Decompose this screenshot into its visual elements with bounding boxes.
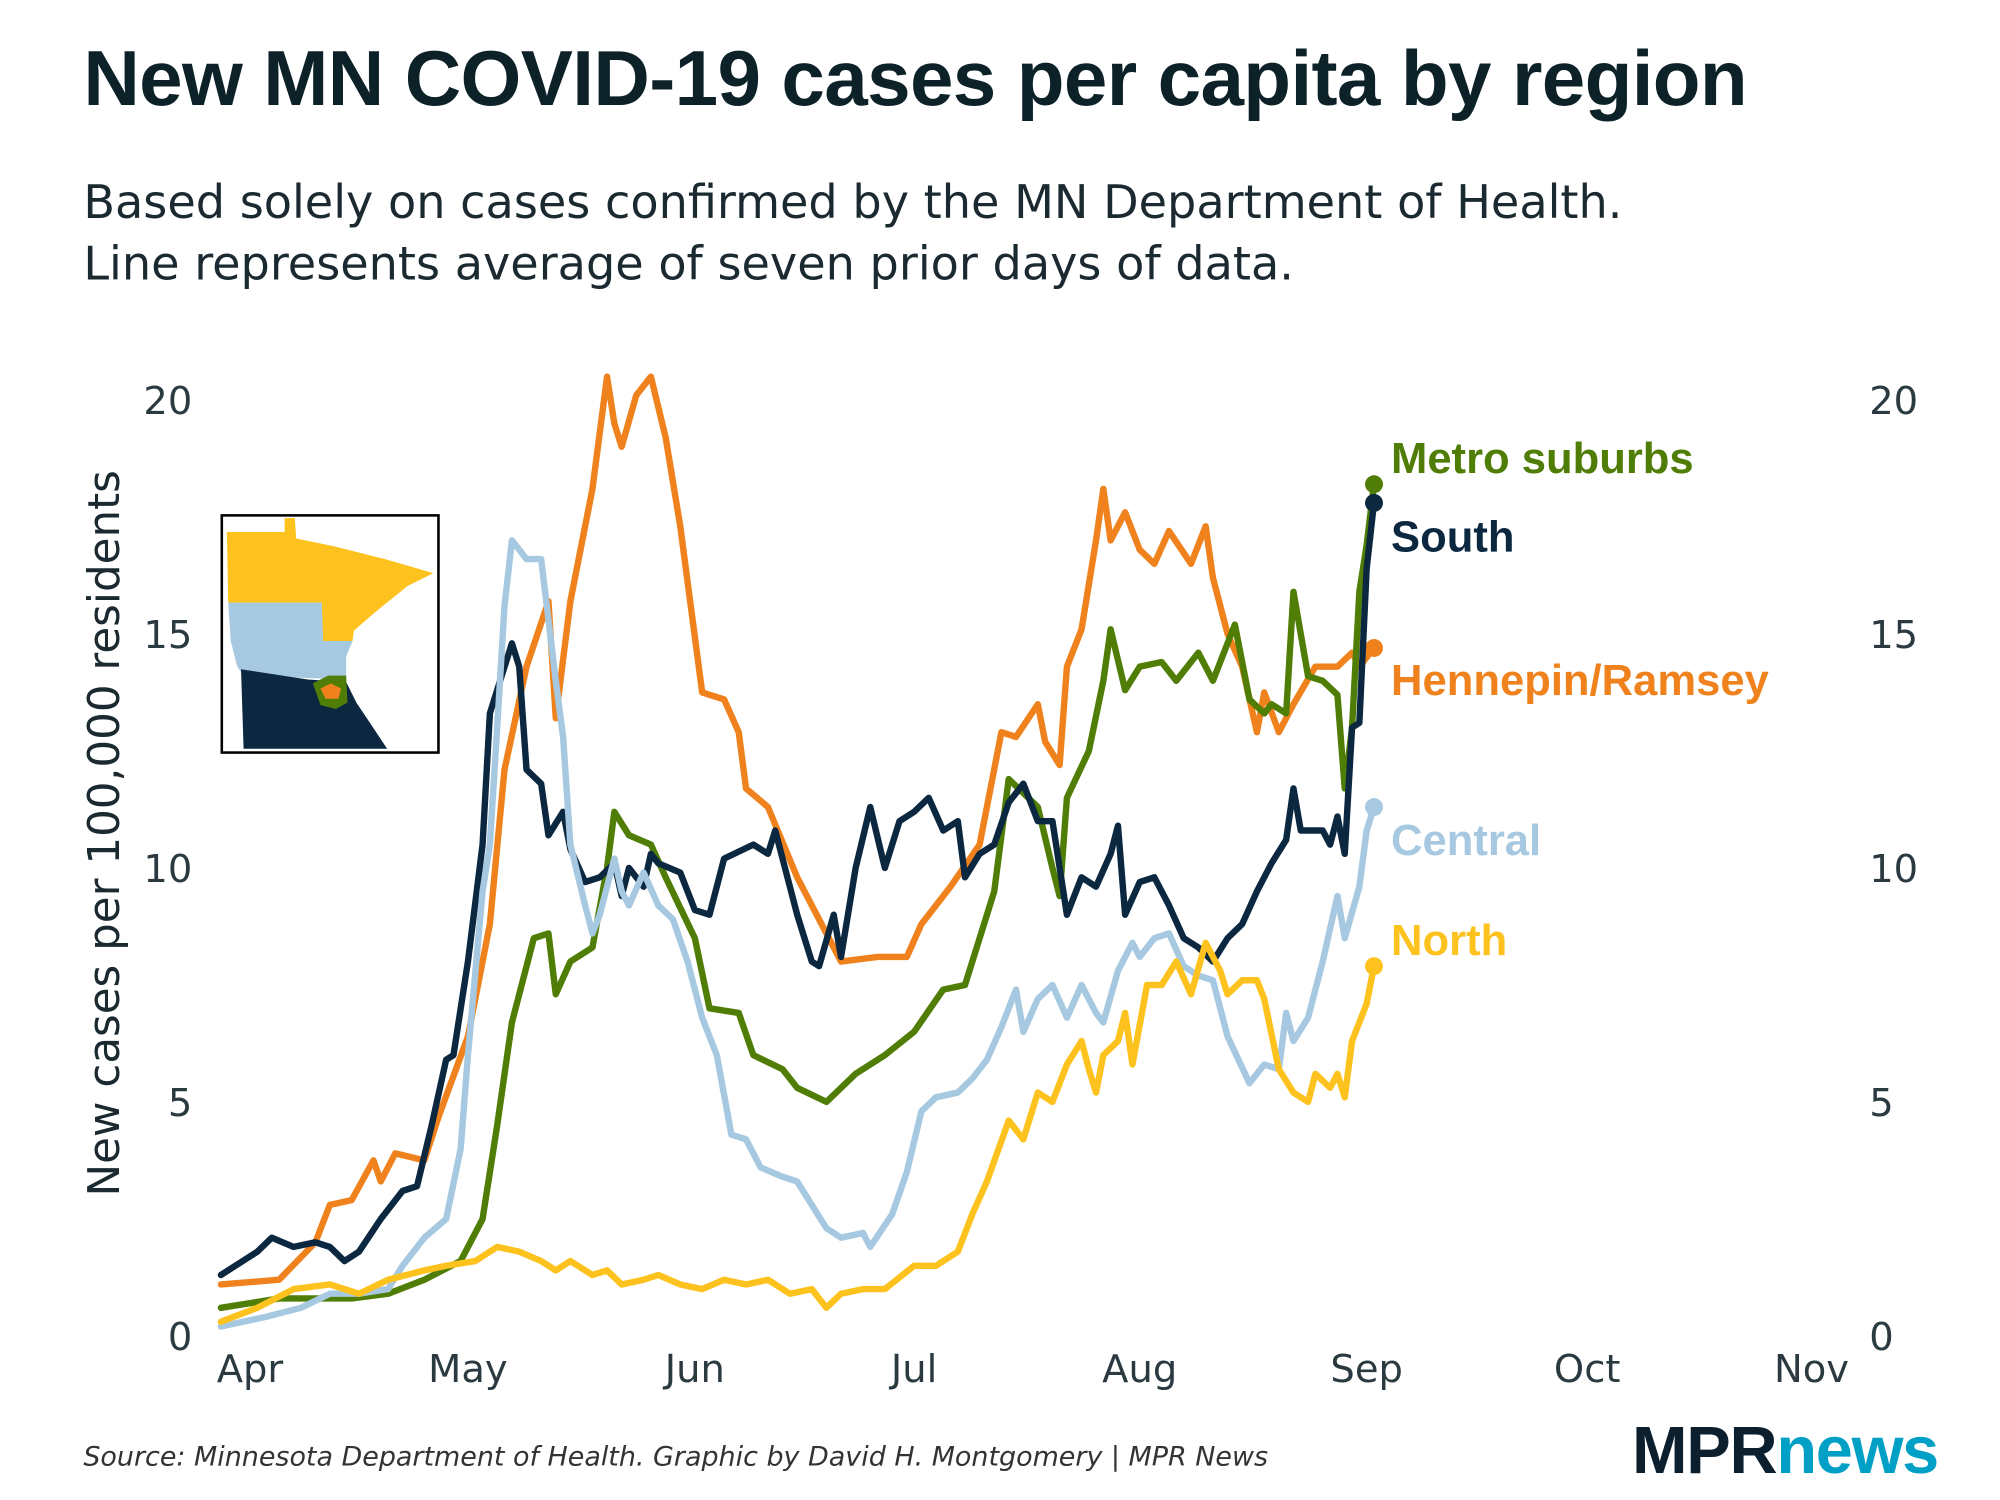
map-region-north: [226, 517, 434, 642]
map-region-hennepin-ramsey: [320, 683, 342, 699]
y-tick-label-right: 15: [1869, 613, 1918, 658]
x-tick-label: Aug: [1102, 1347, 1177, 1392]
logo-news: news: [1776, 1414, 1939, 1489]
y-tick-label-right: 10: [1869, 847, 1918, 892]
x-tick-label: Jul: [889, 1347, 937, 1392]
logo-mpr: MPR: [1632, 1414, 1778, 1489]
x-tick-label: Oct: [1554, 1347, 1621, 1392]
series-line-hennepin-ramsey: [217, 373, 1378, 1288]
map-region-central: [228, 602, 353, 680]
y-tick-label-left: 20: [143, 379, 192, 424]
series-end-dot: [1365, 493, 1383, 512]
mpr-news-logo: MPRnews: [1632, 1418, 1939, 1485]
source-note: Source: Minnesota Department of Health. …: [83, 1441, 1269, 1472]
x-tick-label: Sep: [1330, 1347, 1402, 1392]
x-tick-label: Jun: [663, 1347, 725, 1392]
y-tick-label-left: 5: [168, 1081, 192, 1126]
y-tick-label-right: 20: [1869, 379, 1918, 424]
y-tick-label-left: 15: [143, 613, 192, 658]
series-end-dot: [1365, 798, 1383, 817]
series-line-north: [217, 939, 1378, 1325]
series-line-south: [217, 499, 1378, 1279]
x-tick-label: May: [428, 1347, 508, 1392]
series-end-dot: [1365, 475, 1383, 494]
series-label: North: [1391, 917, 1507, 965]
inset-map-minnesota: [220, 514, 440, 754]
map-region-south: [241, 669, 388, 749]
series-label: Metro suburbs: [1391, 435, 1694, 483]
y-tick-label-right: 0: [1869, 1315, 1893, 1360]
subtitle-line-1: Based solely on cases confirmed by the M…: [83, 176, 1623, 230]
series-label: Central: [1391, 817, 1541, 865]
x-tick-label: Apr: [217, 1347, 284, 1392]
subtitle-line-2: Line represents average of seven prior d…: [83, 238, 1294, 292]
series-end-dot: [1365, 957, 1383, 976]
y-tick-label-right: 5: [1869, 1081, 1893, 1126]
series-line-metro-suburbs: [217, 481, 1378, 1312]
series-end-dot: [1365, 639, 1383, 657]
y-axis-label: New cases per 100,000 residents: [80, 470, 130, 1196]
series-label: South: [1391, 513, 1514, 561]
x-tick-label: Nov: [1774, 1347, 1849, 1392]
series-label: Hennepin/Ramsey: [1391, 657, 1769, 705]
chart-title: New MN COVID-19 cases per capita by regi…: [83, 34, 1748, 122]
series-line-central: [217, 537, 1378, 1330]
y-tick-label-left: 0: [168, 1315, 192, 1360]
y-tick-label-left: 10: [143, 847, 192, 892]
